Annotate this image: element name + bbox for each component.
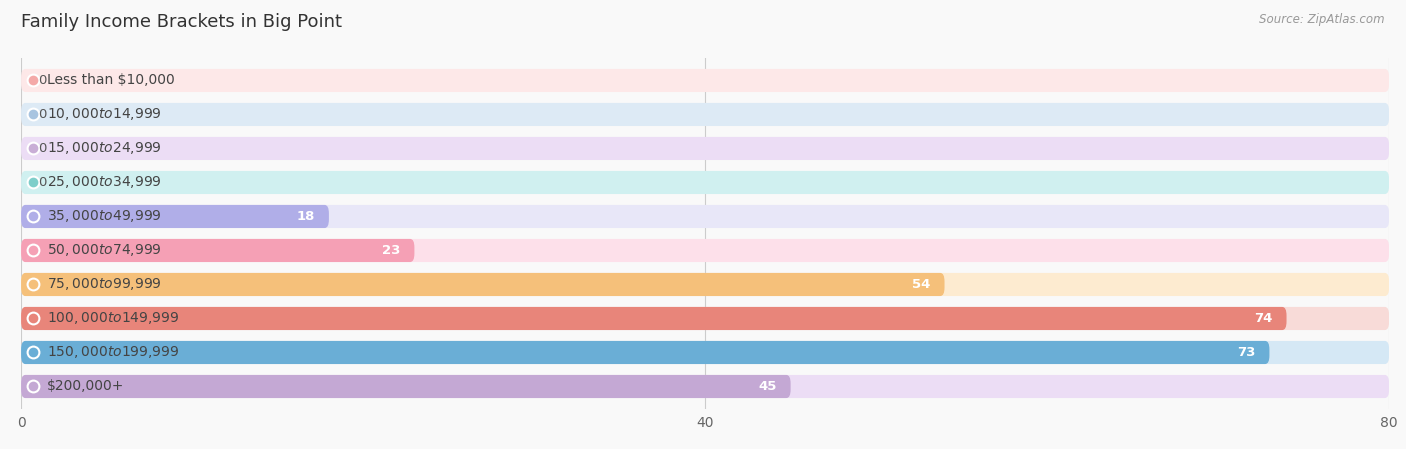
Text: $15,000 to $24,999: $15,000 to $24,999: [46, 141, 162, 156]
FancyBboxPatch shape: [21, 375, 790, 398]
Text: $100,000 to $149,999: $100,000 to $149,999: [46, 311, 179, 326]
Text: 74: 74: [1254, 312, 1272, 325]
Text: Source: ZipAtlas.com: Source: ZipAtlas.com: [1260, 13, 1385, 26]
FancyBboxPatch shape: [21, 273, 945, 296]
Text: Family Income Brackets in Big Point: Family Income Brackets in Big Point: [21, 13, 342, 31]
Text: $10,000 to $14,999: $10,000 to $14,999: [46, 106, 162, 123]
Text: 54: 54: [912, 278, 931, 291]
Text: $200,000+: $200,000+: [46, 379, 124, 393]
Text: 0: 0: [38, 142, 46, 155]
FancyBboxPatch shape: [21, 273, 1389, 296]
FancyBboxPatch shape: [21, 171, 1389, 194]
Text: $75,000 to $99,999: $75,000 to $99,999: [46, 277, 162, 292]
Text: 0: 0: [38, 176, 46, 189]
Text: 23: 23: [382, 244, 401, 257]
Text: 0: 0: [38, 108, 46, 121]
FancyBboxPatch shape: [21, 375, 1389, 398]
Text: 73: 73: [1237, 346, 1256, 359]
FancyBboxPatch shape: [21, 239, 415, 262]
FancyBboxPatch shape: [21, 69, 1389, 92]
FancyBboxPatch shape: [21, 205, 329, 228]
FancyBboxPatch shape: [21, 341, 1270, 364]
Text: $25,000 to $34,999: $25,000 to $34,999: [46, 175, 162, 190]
Text: 45: 45: [759, 380, 778, 393]
Text: 18: 18: [297, 210, 315, 223]
FancyBboxPatch shape: [21, 341, 1389, 364]
FancyBboxPatch shape: [21, 307, 1389, 330]
FancyBboxPatch shape: [21, 307, 1286, 330]
FancyBboxPatch shape: [21, 205, 1389, 228]
Text: $35,000 to $49,999: $35,000 to $49,999: [46, 208, 162, 224]
FancyBboxPatch shape: [21, 103, 1389, 126]
Text: $150,000 to $199,999: $150,000 to $199,999: [46, 344, 179, 361]
Text: 0: 0: [38, 74, 46, 87]
Text: $50,000 to $74,999: $50,000 to $74,999: [46, 242, 162, 259]
Text: Less than $10,000: Less than $10,000: [46, 74, 174, 88]
FancyBboxPatch shape: [21, 239, 1389, 262]
FancyBboxPatch shape: [21, 137, 1389, 160]
